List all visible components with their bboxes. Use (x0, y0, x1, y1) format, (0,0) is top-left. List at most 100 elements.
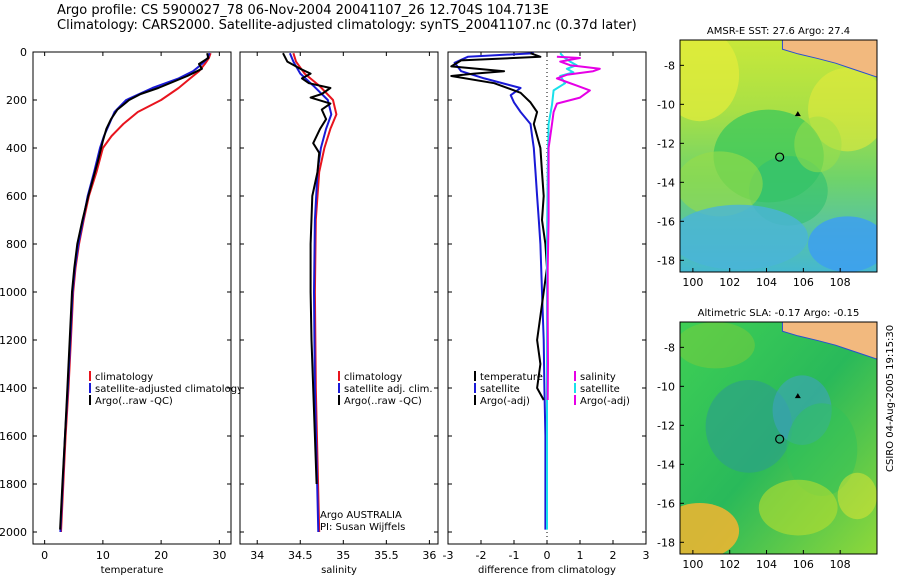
x-tick-label: 2 (610, 549, 617, 562)
x-tick-label: 36 (422, 549, 436, 562)
series-line-temperature-satellite (453, 52, 547, 530)
figure-title: Argo profile: CS 5900027_78 06-Nov-2004 … (57, 3, 549, 18)
x-tick-label: 106 (793, 558, 814, 571)
y-tick-label: 800 (6, 238, 27, 251)
annotation-text: PI: Susan Wijffels (320, 522, 405, 533)
y-tick-label: 1000 (0, 286, 27, 299)
land-mass (781, 322, 877, 360)
y-tick-label: -10 (657, 98, 675, 111)
series-line-argo-raw-qc- (282, 52, 332, 485)
salinity-frame (239, 51, 439, 545)
difference-xlabel: difference from climatology (478, 565, 616, 576)
field-patch (680, 322, 755, 369)
x-tick-label: 3 (643, 549, 650, 562)
field-patch (837, 472, 877, 520)
x-tick-label: 100 (682, 276, 703, 289)
y-tick-label: 1800 (0, 478, 27, 491)
y-tick-label: 1400 (0, 382, 27, 395)
sla_map-panel: Altimetric SLA: -0.17 Argo: -0.15 100 102 1… (657, 308, 878, 571)
salinity-panel: 34 34.5 35 35.5 36 salinity climatologysatelli… (239, 51, 439, 576)
y-tick-label: 1200 (0, 334, 27, 347)
legend-label: climatology (95, 372, 153, 383)
field-patch (758, 479, 838, 536)
x-tick-label: 30 (212, 549, 226, 562)
land-mass (781, 40, 877, 78)
y-tick-label: 0 (20, 46, 27, 59)
legend-label: satellite-adjusted climatology (95, 384, 243, 395)
x-tick-label: 100 (682, 558, 703, 571)
x-tick-label: 102 (719, 276, 740, 289)
legend-label: Argo(..raw -QC) (95, 396, 173, 407)
argo-position-marker (775, 434, 785, 444)
field-patch (680, 40, 740, 122)
field-patch (794, 116, 842, 173)
temperature-frame (32, 51, 232, 545)
float-triangle-marker (794, 393, 801, 399)
x-tick-label: 0 (41, 549, 48, 562)
series-line-argo-raw-qc- (59, 52, 210, 530)
x-tick-label: 108 (830, 276, 851, 289)
legend-label: Argo(-adj) (480, 396, 530, 407)
x-tick-label: -3 (443, 549, 454, 562)
annotation-text: Argo AUSTRALIA (320, 510, 402, 521)
legend-label: Argo(..raw -QC) (344, 396, 422, 407)
x-tick-label: 35.5 (374, 549, 399, 562)
y-tick-label: -12 (657, 419, 675, 432)
sst_map-panel: AMSR-E SST: 27.6 Argo: 27.4 100 102 104 106 1… (657, 26, 878, 289)
series-line-satellite-adj-clim- (288, 52, 333, 533)
map-field-blobs (680, 322, 877, 554)
y-tick-label: 2000 (0, 526, 27, 539)
x-tick-label: 104 (756, 276, 777, 289)
y-tick-label: -14 (657, 176, 675, 189)
y-tick-label: 200 (6, 94, 27, 107)
x-tick-label: 10 (96, 549, 110, 562)
x-tick-label: 106 (793, 276, 814, 289)
y-tick-label: -18 (657, 536, 675, 549)
temperature-xlabel: temperature (101, 565, 164, 576)
sst_map-frame (679, 39, 878, 273)
x-tick-label: 20 (154, 549, 168, 562)
y-tick-label: -16 (657, 497, 675, 510)
y-tick-label: -16 (657, 215, 675, 228)
field-patch (680, 502, 740, 554)
x-tick-label: 35 (336, 549, 350, 562)
x-tick-label: -2 (476, 549, 487, 562)
y-tick-label: -8 (664, 59, 675, 72)
legend-label: satellite (580, 384, 620, 395)
credit-label: CSIRO 04-Aug-2005 19:15:30 (885, 325, 896, 472)
x-tick-label: 34 (250, 549, 264, 562)
field-patch (680, 151, 763, 217)
temperature-panel: 0 10 20 30 0 200 400 600 800 1000 1200 1400 1600 1800… (0, 46, 243, 576)
figure-subtitle: Climatology: CARS2000. Satellite-adjuste… (57, 18, 637, 33)
sst_map-title: AMSR-E SST: 27.6 Argo: 27.4 (707, 26, 850, 37)
field-patch (705, 380, 793, 473)
map-field-blobs (680, 40, 877, 272)
y-tick-label: 1600 (0, 430, 27, 443)
field-patch (680, 204, 809, 270)
y-tick-label: 400 (6, 142, 27, 155)
y-tick-label: -10 (657, 380, 675, 393)
legend-label: salinity (580, 372, 616, 383)
x-tick-label: 102 (719, 558, 740, 571)
sla_map-frame (679, 321, 878, 555)
x-tick-label: 34.5 (288, 549, 313, 562)
series-line-temperature-argo-adj- (450, 52, 548, 401)
x-tick-label: 108 (830, 558, 851, 571)
y-tick-label: -14 (657, 458, 675, 471)
y-tick-label: -12 (657, 137, 675, 150)
sla_map-title: Altimetric SLA: -0.17 Argo: -0.15 (698, 308, 860, 319)
salinity-xlabel: salinity (321, 565, 357, 576)
y-tick-label: -8 (664, 341, 675, 354)
series-line-salinity-argo-adj- (546, 55, 601, 401)
y-tick-label: -18 (657, 254, 675, 267)
legend-label: climatology (344, 372, 402, 383)
y-tick-label: 600 (6, 190, 27, 203)
legend-label: satellite (480, 384, 520, 395)
argo-position-marker (775, 152, 785, 162)
x-tick-label: -1 (509, 549, 520, 562)
legend-label: satellite adj. clim. (344, 384, 433, 395)
x-tick-label: 0 (544, 549, 551, 562)
x-tick-label: 104 (756, 558, 777, 571)
field-patch (786, 403, 858, 496)
